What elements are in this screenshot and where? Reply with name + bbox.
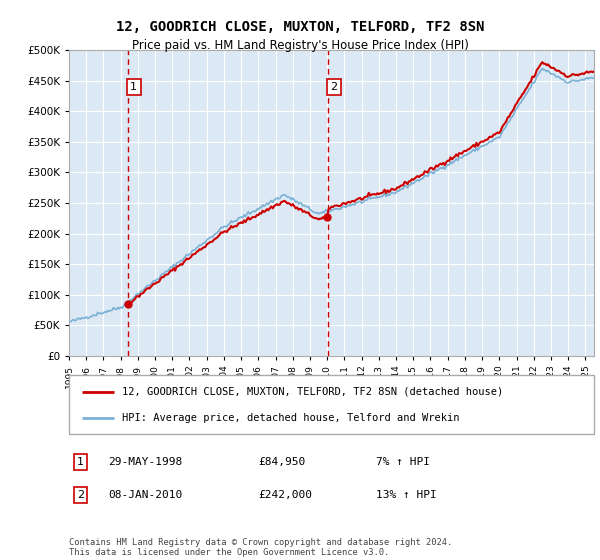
Text: 7% ↑ HPI: 7% ↑ HPI (376, 457, 430, 467)
Text: 08-JAN-2010: 08-JAN-2010 (109, 490, 182, 500)
Text: Contains HM Land Registry data © Crown copyright and database right 2024.
This d: Contains HM Land Registry data © Crown c… (69, 538, 452, 557)
FancyBboxPatch shape (69, 375, 594, 434)
Text: £242,000: £242,000 (258, 490, 312, 500)
Text: £84,950: £84,950 (258, 457, 305, 467)
Text: 2: 2 (77, 490, 84, 500)
Text: 12, GOODRICH CLOSE, MUXTON, TELFORD, TF2 8SN: 12, GOODRICH CLOSE, MUXTON, TELFORD, TF2… (116, 20, 484, 34)
Text: HPI: Average price, detached house, Telford and Wrekin: HPI: Average price, detached house, Telf… (121, 413, 459, 423)
Text: Price paid vs. HM Land Registry's House Price Index (HPI): Price paid vs. HM Land Registry's House … (131, 39, 469, 52)
Text: 12, GOODRICH CLOSE, MUXTON, TELFORD, TF2 8SN (detached house): 12, GOODRICH CLOSE, MUXTON, TELFORD, TF2… (121, 386, 503, 396)
Text: 1: 1 (130, 82, 137, 92)
Text: 1: 1 (77, 457, 84, 467)
Text: 13% ↑ HPI: 13% ↑ HPI (376, 490, 437, 500)
Text: 2: 2 (330, 82, 337, 92)
Text: 29-MAY-1998: 29-MAY-1998 (109, 457, 182, 467)
